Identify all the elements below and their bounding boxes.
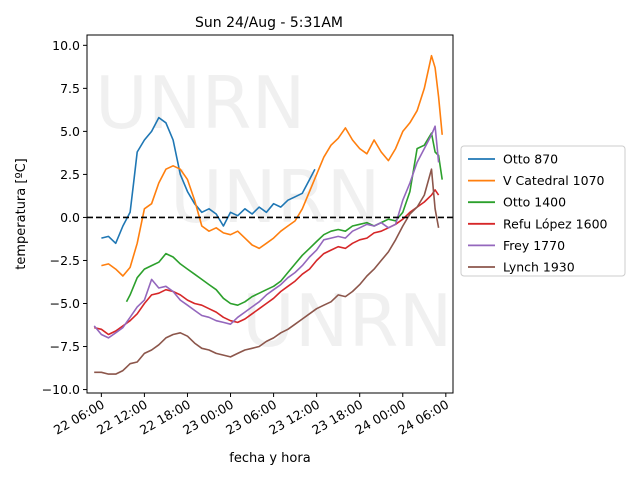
y-tick-label: −2.5 — [50, 253, 80, 268]
series-line-4 — [94, 189, 440, 336]
legend-label-2: V Catedral 1070 — [503, 173, 605, 188]
legend: Otto 870 V Catedral 1070 Otto 1400 Refu Lóp… — [460, 145, 626, 277]
series-line-2 — [101, 54, 443, 277]
y-tick-label: −5.0 — [50, 296, 80, 311]
x-axis-label: fecha y hora — [229, 451, 310, 466]
y-tick-label: 7.5 — [60, 81, 80, 96]
series-line-1 — [101, 116, 316, 245]
y-tick-label: 0.0 — [60, 210, 80, 225]
series-line-5 — [93, 125, 440, 339]
y-tick-label: 10.0 — [52, 38, 80, 53]
legend-box — [460, 145, 626, 277]
y-tick-label: −10.0 — [42, 382, 80, 397]
watermark: UNRN UNRN UNRN — [95, 61, 452, 363]
watermark-text-1: UNRN — [95, 61, 305, 145]
series-line-6 — [94, 168, 440, 375]
plot-frame — [86, 34, 454, 394]
y-axis: −10.0 −7.5 −5.0 −2.5 0.0 2.5 5.0 7.5 10.0 — [42, 38, 87, 397]
y-tick-label: 5.0 — [60, 124, 80, 139]
legend-label-1: Otto 870 — [503, 152, 558, 167]
watermark-text-2: UNRN — [170, 155, 380, 239]
legend-label-3: Otto 1400 — [503, 195, 566, 210]
legend-label-6: Lynch 1930 — [503, 260, 575, 275]
y-tick-label: 2.5 — [60, 167, 80, 182]
y-tick-label: −7.5 — [50, 339, 80, 354]
legend-label-4: Refu López 1600 — [503, 216, 608, 231]
chart-title: Sun 24/Aug - 5:31AM — [195, 15, 343, 31]
y-axis-label: temperatura [ºC] — [14, 158, 29, 269]
watermark-text-3: UNRN — [242, 279, 452, 363]
legend-label-5: Frey 1770 — [503, 238, 565, 253]
